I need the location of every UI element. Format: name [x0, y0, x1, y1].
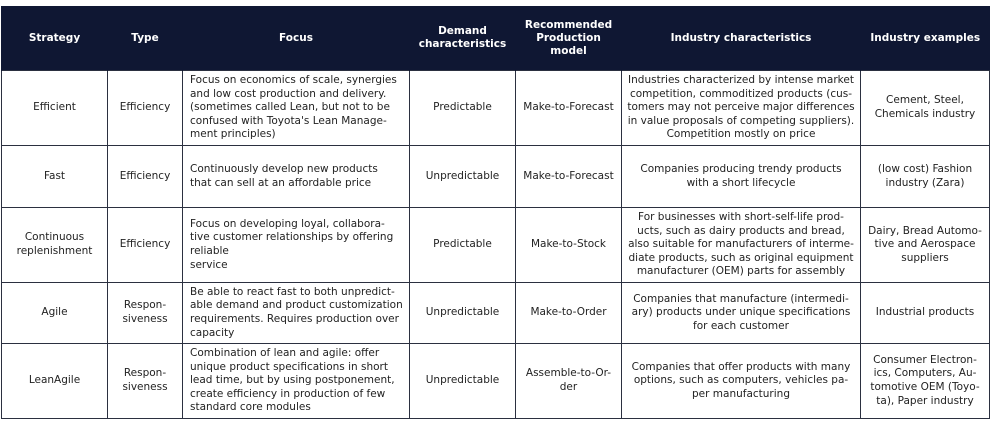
cell-focus: Focus on economics of scale, synergies a…: [182, 70, 410, 146]
cell-strategy: Agile: [1, 282, 108, 344]
cell-industry: Companies that manufacture (intermedi- a…: [621, 282, 861, 344]
cell-examples: Consumer Electron- ics, Computers, Au- t…: [860, 343, 990, 419]
cell-model: Assemble-to-Or- der: [515, 343, 622, 419]
cell-demand: Predictable: [409, 207, 516, 283]
cell-strategy: Fast: [1, 145, 108, 208]
cell-demand: Unpredictable: [409, 145, 516, 208]
header-demand: Demand characteristics: [409, 6, 516, 71]
cell-type: Efficiency: [107, 207, 183, 283]
table-row: Efficient Efficiency Focus on economics of…: [1, 70, 990, 146]
table-row: LeanAgile Respon- siveness Combination of …: [1, 343, 990, 419]
cell-focus: Focus on developing loyal, collabora- ti…: [182, 207, 410, 283]
header-industry-characteristics: Industry characteristics: [621, 6, 861, 71]
cell-strategy: LeanAgile: [1, 343, 108, 419]
table-row: Continuous replenishment Efficiency Focus …: [1, 207, 990, 283]
header-row: Strategy Type Focus Demand characteristi…: [1, 6, 990, 71]
cell-type: Efficiency: [107, 145, 183, 208]
cell-demand: Unpredictable: [409, 343, 516, 419]
cell-type: Respon- siveness: [107, 343, 183, 419]
cell-type: Efficiency: [107, 70, 183, 146]
cell-strategy: Continuous replenishment: [1, 207, 108, 283]
cell-focus: Combination of lean and agile: offer uni…: [182, 343, 410, 419]
cell-focus: Continuously develop new products that c…: [182, 145, 410, 208]
table-row: Fast Efficiency Continuously develop new p…: [1, 145, 990, 208]
cell-industry: For businesses with short-self-life prod…: [621, 207, 861, 283]
cell-model: Make-to-Forecast: [515, 145, 622, 208]
table-row: Agile Respon- siveness Be able to react fa…: [1, 282, 990, 344]
header-strategy: Strategy: [1, 6, 108, 71]
cell-type: Respon- siveness: [107, 282, 183, 344]
cell-strategy: Efficient: [1, 70, 108, 146]
header-industry-examples: Industry examples: [860, 6, 990, 71]
cell-examples: (low cost) Fashion industry (Zara): [860, 145, 990, 208]
cell-model: Make-to-Stock: [515, 207, 622, 283]
cell-demand: Unpredictable: [409, 282, 516, 344]
cell-examples: Cement, Steel, Chemicals industry: [860, 70, 990, 146]
cell-demand: Predictable: [409, 70, 516, 146]
cell-examples: Industrial products: [860, 282, 990, 344]
cell-industry: Companies producing trendy products with…: [621, 145, 861, 208]
header-production-model: Recommended Production model: [515, 6, 622, 71]
cell-model: Make-to-Order: [515, 282, 622, 344]
cell-model: Make-to-Forecast: [515, 70, 622, 146]
cell-industry: Companies that offer products with many …: [621, 343, 861, 419]
cell-examples: Dairy, Bread Automo- tive and Aerospace …: [860, 207, 990, 283]
header-type: Type: [107, 6, 183, 71]
header-focus: Focus: [182, 6, 410, 71]
supply-chain-strategy-table: Strategy Type Focus Demand characteristi…: [1, 6, 990, 419]
cell-focus: Be able to react fast to both unpredict-…: [182, 282, 410, 344]
cell-industry: Industries characterized by intense mark…: [621, 70, 861, 146]
